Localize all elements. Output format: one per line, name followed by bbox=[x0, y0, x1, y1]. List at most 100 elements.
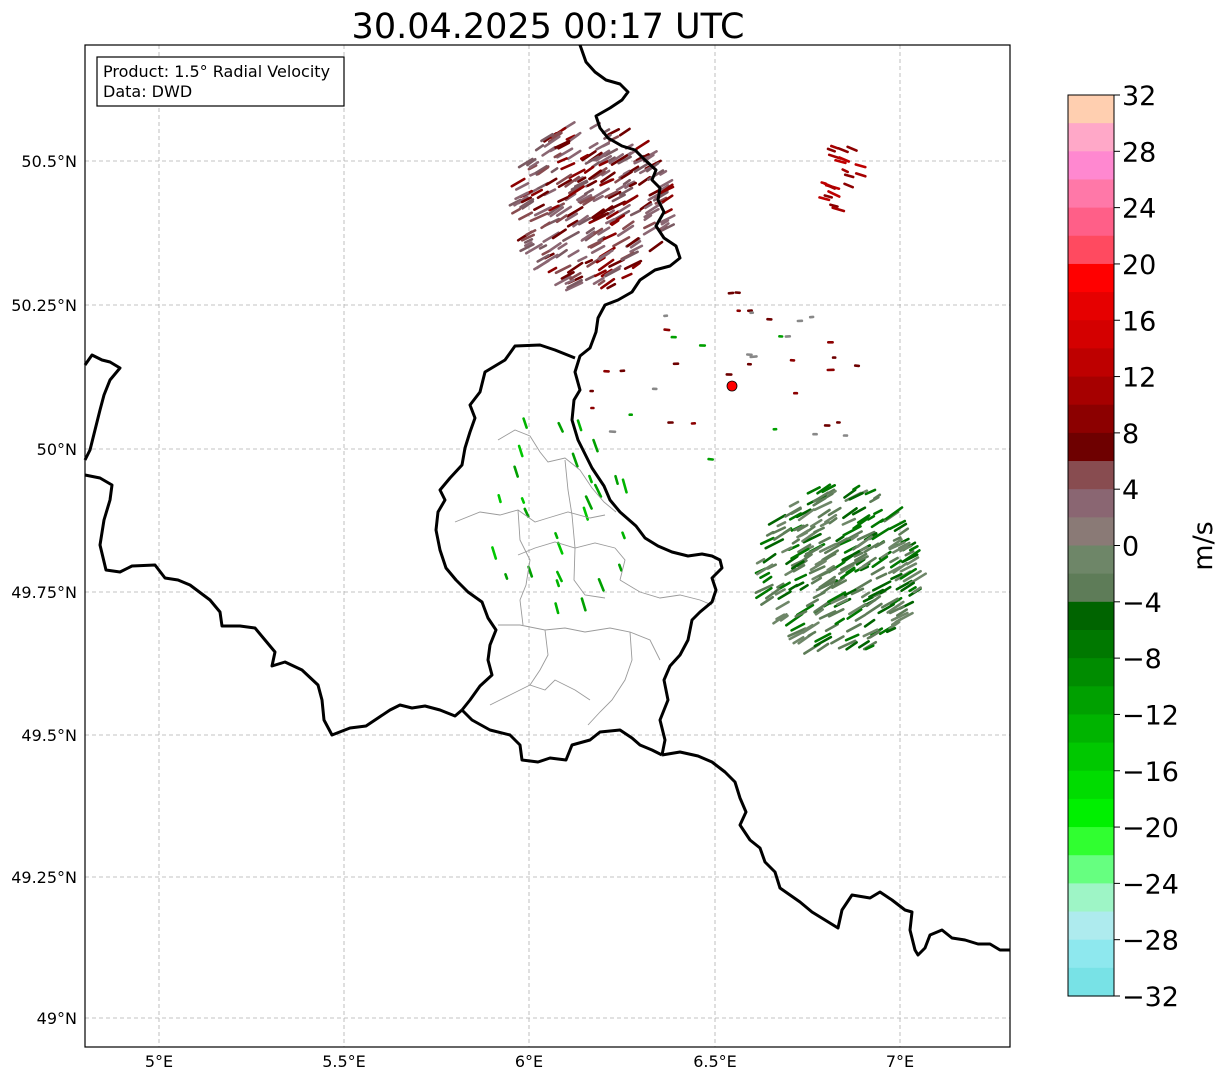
echo-streak bbox=[598, 159, 611, 167]
echo-streak bbox=[818, 536, 832, 545]
echo-streak bbox=[895, 608, 909, 617]
echo-streak bbox=[809, 518, 823, 528]
echo-streak bbox=[812, 491, 830, 503]
echo-streak bbox=[839, 567, 856, 580]
echo-streak bbox=[631, 261, 641, 270]
longitude-tick-labels: 5°E 5.5°E 6°E 6.5°E 7°E bbox=[145, 1052, 914, 1071]
echo-streak bbox=[626, 237, 640, 248]
echo-streak bbox=[870, 627, 884, 637]
echo-streak bbox=[635, 139, 650, 150]
echo-streak bbox=[610, 154, 629, 166]
echo-streak bbox=[841, 550, 860, 564]
echo-streak bbox=[604, 190, 619, 199]
echo-streak bbox=[523, 238, 534, 244]
echo-streak bbox=[829, 144, 840, 150]
echo-streak bbox=[831, 206, 846, 213]
echo-streak bbox=[836, 598, 849, 606]
echo-streak bbox=[854, 163, 867, 169]
echo-streak bbox=[660, 219, 670, 226]
echo-streak bbox=[583, 188, 595, 196]
echo-streak bbox=[898, 527, 910, 536]
colorbar-band bbox=[1068, 404, 1114, 434]
echo-streak bbox=[862, 595, 875, 603]
echo-streak bbox=[908, 586, 917, 593]
colorbar-band bbox=[1068, 601, 1114, 631]
echo-streak bbox=[598, 251, 611, 261]
echo-streak bbox=[862, 628, 879, 638]
echo-streak bbox=[555, 173, 573, 185]
echo-streak bbox=[818, 567, 837, 578]
colorbar-band bbox=[1068, 292, 1114, 321]
echo-streak bbox=[821, 483, 837, 494]
colorbar-tick-label: 4 bbox=[1122, 475, 1139, 506]
echo-streak bbox=[620, 250, 639, 262]
echo-streak bbox=[554, 532, 559, 540]
echo-streak bbox=[854, 613, 867, 622]
echo-streak bbox=[794, 610, 808, 618]
echo-streak bbox=[866, 514, 876, 521]
echo-streak bbox=[621, 531, 626, 540]
echo-streak bbox=[908, 544, 919, 552]
echo-streak bbox=[775, 600, 790, 611]
echo-streak bbox=[607, 156, 616, 162]
echo-streak bbox=[592, 438, 599, 453]
echo-streak bbox=[584, 155, 600, 165]
echo-streak bbox=[865, 595, 882, 608]
echo-streak bbox=[788, 583, 799, 591]
echo-streak bbox=[607, 190, 622, 200]
echo-streak bbox=[594, 153, 607, 162]
echo-streak bbox=[777, 590, 792, 600]
map-frame bbox=[84, 44, 1011, 1048]
echo-streak bbox=[612, 236, 631, 248]
echo-streak bbox=[888, 620, 901, 630]
echo-streak bbox=[787, 627, 807, 638]
echo-streak bbox=[568, 168, 586, 179]
echo-streak bbox=[828, 517, 838, 525]
echo-streak bbox=[814, 559, 825, 566]
border-belgium-france bbox=[84, 473, 463, 737]
echo-streak bbox=[555, 248, 568, 259]
echo-streak bbox=[854, 579, 873, 591]
echo-streak bbox=[859, 565, 870, 572]
echo-streak bbox=[620, 170, 633, 180]
echo-streak bbox=[609, 214, 626, 226]
echo-streak bbox=[593, 483, 603, 498]
echo-streak bbox=[517, 444, 524, 458]
echo-streak bbox=[777, 581, 791, 591]
echo-streak bbox=[843, 182, 855, 189]
echo-streak bbox=[553, 152, 562, 159]
echo-streak bbox=[566, 261, 584, 274]
echo-streak bbox=[611, 193, 626, 203]
echo-streak bbox=[809, 559, 827, 572]
echo-streak bbox=[540, 132, 554, 143]
echo-streak bbox=[581, 232, 594, 242]
echo-streak bbox=[582, 196, 596, 206]
echo-streak bbox=[547, 131, 563, 143]
echo-streak bbox=[524, 243, 543, 255]
colorbar-band bbox=[1068, 658, 1114, 687]
lon-tick-label: 6°E bbox=[515, 1052, 543, 1071]
district-borders bbox=[454, 429, 713, 726]
echo-streak bbox=[545, 253, 559, 263]
colorbar-band bbox=[1068, 432, 1114, 462]
colorbar-tick-label: 8 bbox=[1122, 419, 1139, 450]
echo-streak bbox=[899, 544, 913, 553]
product-info-box: Product: 1.5° Radial Velocity Data: DWD bbox=[96, 56, 345, 107]
echo-streak bbox=[879, 585, 892, 595]
echo-streak bbox=[557, 421, 564, 433]
colorbar-ticks: 32 28 24 20 16 12 8 4 0 −4 −8 −12 −16 −20 −24 −28 −32 bbox=[1114, 81, 1179, 1013]
colorbar-band bbox=[1068, 123, 1114, 152]
echo-streak bbox=[514, 191, 529, 201]
colorbar-band bbox=[1068, 489, 1114, 518]
echo-streak bbox=[551, 130, 562, 138]
colorbar-band bbox=[1068, 151, 1114, 181]
echo-scatter-near-radar bbox=[589, 291, 861, 461]
echo-streak bbox=[588, 169, 603, 181]
echo-streak bbox=[790, 507, 802, 516]
colorbar-band bbox=[1068, 545, 1114, 575]
echo-streak bbox=[833, 576, 845, 586]
echo-streak bbox=[808, 565, 826, 575]
echo-streak bbox=[871, 527, 891, 541]
echo-streak bbox=[823, 543, 841, 555]
echo-streak bbox=[904, 549, 915, 557]
